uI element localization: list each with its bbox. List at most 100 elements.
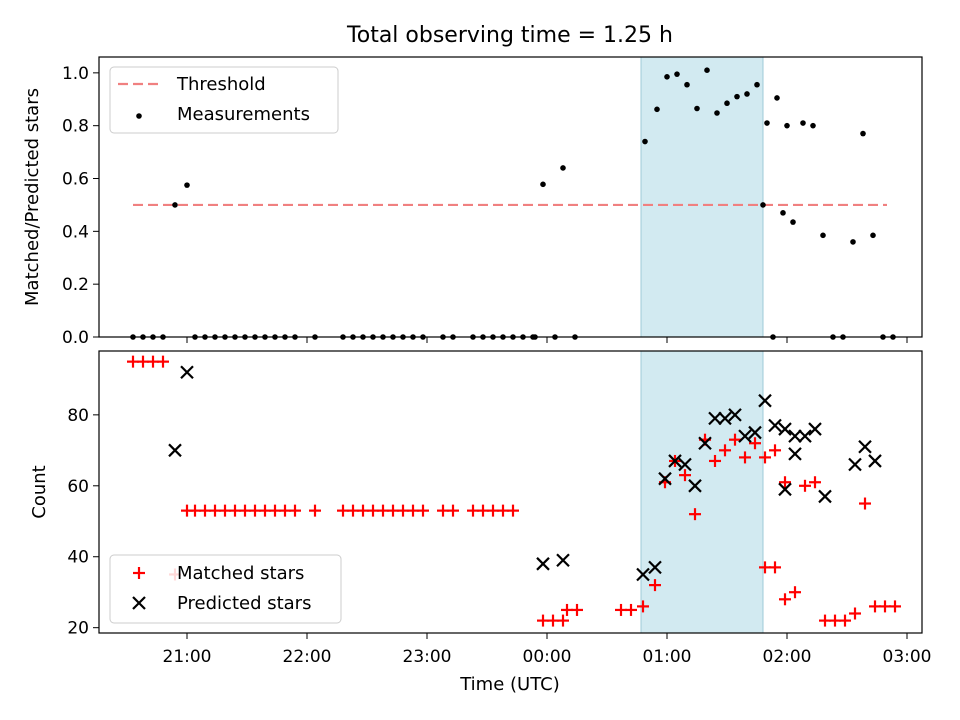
bottom-x-axis: 21:00 22:00 23:00 00:00 01:00 02:00 03:00 bbox=[163, 633, 932, 667]
top-shaded-span bbox=[640, 56, 764, 338]
measurement-point bbox=[850, 239, 856, 245]
matched-star-point bbox=[789, 586, 801, 599]
predicted-star-point bbox=[738, 429, 752, 443]
matched-star-point bbox=[769, 444, 781, 457]
matched-star-point bbox=[759, 451, 771, 464]
measurement-point bbox=[744, 91, 750, 97]
measurement-point bbox=[860, 130, 866, 137]
matched-star-point bbox=[839, 614, 851, 627]
measurement-point bbox=[540, 181, 546, 188]
predicted-star-point bbox=[788, 447, 802, 461]
x-tick-label: 01:00 bbox=[643, 647, 692, 667]
y-tick-label: 0.6 bbox=[62, 170, 89, 190]
measurement-point bbox=[870, 232, 876, 239]
predicted-star-point bbox=[788, 429, 802, 443]
matched-star-point bbox=[779, 476, 791, 489]
matched-star-point bbox=[859, 497, 871, 510]
measurement-point bbox=[724, 100, 730, 107]
matched-star-point bbox=[157, 355, 169, 368]
matched-star-point bbox=[649, 579, 661, 592]
threshold-legend-label: Threshold bbox=[176, 74, 266, 95]
measurement-point bbox=[760, 202, 766, 208]
predicted-star-point bbox=[778, 422, 792, 436]
matched-star-point bbox=[769, 561, 781, 574]
predicted-legend-marker bbox=[132, 596, 146, 610]
matched-star-point bbox=[709, 454, 721, 467]
chart-title: Total observing time = 1.25 h bbox=[346, 23, 673, 48]
measurement-point bbox=[172, 202, 178, 208]
matched-star-point bbox=[417, 504, 429, 517]
matched-star-point bbox=[849, 607, 861, 620]
predicted-star-point bbox=[798, 429, 812, 443]
bottom-shaded-span bbox=[640, 350, 764, 634]
matched-star-point bbox=[729, 433, 741, 446]
y-tick-label: 0.2 bbox=[62, 275, 89, 295]
x-tick-label: 03:00 bbox=[883, 647, 932, 667]
matched-star-point bbox=[799, 479, 811, 492]
matched-star-point bbox=[289, 504, 301, 517]
predicted-star-point bbox=[728, 408, 742, 422]
predicted-star-point bbox=[180, 365, 194, 380]
predicted-star-point bbox=[868, 454, 882, 468]
predicted-star-point bbox=[536, 557, 550, 571]
top-y-axis: 0.0 0.2 0.4 0.6 0.8 1.0 bbox=[62, 64, 99, 348]
matched-star-point bbox=[889, 600, 901, 613]
predicted-star-point bbox=[848, 457, 862, 472]
count-points bbox=[127, 355, 901, 627]
x-tick-label: 22:00 bbox=[283, 647, 332, 667]
predicted-star-point bbox=[748, 425, 762, 440]
y-tick-label: 0.8 bbox=[62, 117, 89, 137]
predicted-legend-label: Predicted stars bbox=[177, 593, 311, 614]
predicted-star-point bbox=[718, 411, 732, 426]
predicted-star-point bbox=[768, 418, 782, 433]
y-tick-label: 80 bbox=[67, 406, 89, 426]
top-plot-frame bbox=[98, 56, 923, 338]
predicted-star-point bbox=[808, 422, 822, 436]
predicted-star-point bbox=[556, 553, 570, 568]
measurement-point bbox=[684, 81, 690, 88]
measurement-point bbox=[694, 105, 700, 112]
measurement-point bbox=[780, 210, 786, 216]
x-tick-label: 02:00 bbox=[763, 647, 812, 667]
predicted-star-point bbox=[648, 560, 662, 575]
x-tick-label: 00:00 bbox=[523, 647, 572, 667]
matched-star-point bbox=[447, 504, 459, 517]
predicted-star-point bbox=[818, 489, 832, 504]
x-axis-label: Time (UTC) bbox=[459, 674, 560, 695]
y-tick-label: 0.4 bbox=[62, 222, 89, 242]
top-legend: Threshold Measurements bbox=[109, 66, 339, 134]
matched-star-point bbox=[739, 451, 751, 464]
predicted-star-point bbox=[688, 479, 702, 493]
measurements-legend-label: Measurements bbox=[177, 104, 310, 125]
measurement-point bbox=[820, 232, 826, 239]
y-tick-label: 40 bbox=[67, 548, 89, 568]
measurement-point bbox=[800, 120, 806, 126]
measurements-legend-marker bbox=[136, 113, 142, 119]
measurement-point bbox=[790, 219, 796, 225]
bottom-legend: Matched stars Predicted stars bbox=[109, 554, 342, 624]
measurement-point bbox=[754, 81, 760, 88]
y-tick-label: 60 bbox=[67, 477, 89, 497]
measurement-point bbox=[664, 74, 670, 80]
y-tick-label: 1.0 bbox=[62, 64, 89, 84]
bottom-panel: 20 40 60 80 21:00 22:00 23:00 00:00 01:00 02:00 0… bbox=[29, 350, 932, 695]
measurement-point bbox=[810, 122, 816, 129]
top-panel: 0.0 0.2 0.4 0.6 0.8 1.0 Matched/Predicted sta… bbox=[22, 56, 923, 348]
measurement-point bbox=[784, 122, 790, 129]
predicted-star-point bbox=[668, 454, 682, 468]
x-tick-label: 21:00 bbox=[163, 647, 212, 667]
predicted-star-point bbox=[698, 436, 712, 451]
measurement-point bbox=[674, 71, 680, 77]
matched-star-point bbox=[679, 469, 691, 482]
measurement-point bbox=[734, 93, 740, 100]
matched-star-point bbox=[689, 508, 701, 521]
predicted-star-point bbox=[758, 393, 772, 408]
x-tick-label: 23:00 bbox=[403, 647, 452, 667]
matched-star-point bbox=[571, 603, 583, 616]
bottom-legend-box bbox=[109, 554, 342, 624]
bottom-y-axis: 20 40 60 80 bbox=[67, 406, 99, 639]
measurement-point bbox=[560, 165, 566, 171]
top-legend-box bbox=[109, 66, 339, 134]
predicted-star-point bbox=[678, 457, 692, 472]
